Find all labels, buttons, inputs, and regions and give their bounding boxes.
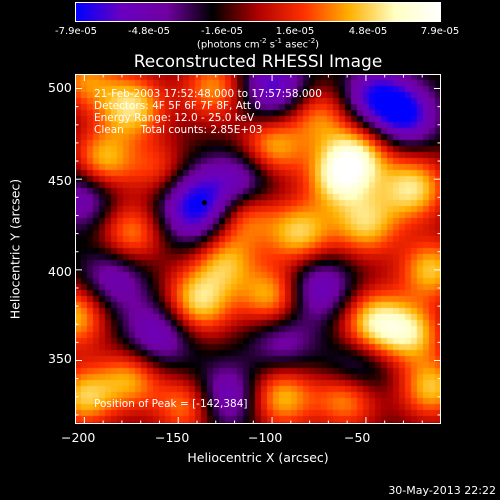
colorbar-tick-label: 7.9e-05 — [420, 26, 460, 37]
plot-axes — [75, 74, 441, 424]
x-tick-label: −100 — [248, 430, 283, 445]
x-tick-label: −50 — [344, 430, 371, 445]
peak-marker — [202, 200, 208, 206]
colorbar-tick-label: 1.6e-05 — [275, 26, 315, 37]
units-text: asec — [282, 39, 309, 51]
colorbar-tick-label: -7.9e-05 — [55, 26, 97, 37]
annotation-energy: Energy Range: 12.0 - 25.0 keV — [94, 112, 255, 124]
y-tick-label: 500 — [48, 80, 72, 95]
annotation-peak: Position of Peak = [-142,384] — [94, 398, 248, 410]
x-axis-label: Heliocentric X (arcsec) — [187, 450, 329, 465]
units-text: (photons cm — [196, 39, 260, 51]
y-tick-label: 350 — [48, 351, 72, 366]
colorbar-units: (photons cm-2 s-1 asec-2) — [197, 37, 319, 50]
rhessi-image-plot: 21-Feb-2003 17:52:48.000 to 17:57:58.000… — [75, 74, 441, 424]
x-tick-label: −200 — [61, 430, 96, 445]
units-text: s — [266, 39, 276, 51]
annotation-detectors: Detectors: 4F 5F 6F 7F 8F, Att 0 — [94, 100, 261, 112]
plot-datestamp: 30-May-2013 22:22 — [388, 484, 496, 497]
annotation-time: 21-Feb-2003 17:52:48.000 to 17:57:58.000 — [94, 88, 322, 100]
annotation-clean: Clean Total counts: 2.85E+03 — [94, 124, 263, 136]
colorbar-gradient — [76, 3, 440, 21]
units-exponent: -2 — [308, 37, 316, 45]
y-tick-label: 400 — [48, 264, 72, 279]
colorbar-tick-label: -1.6e-05 — [201, 26, 243, 37]
hxr-image — [75, 74, 441, 424]
y-tick-label: 450 — [48, 173, 72, 188]
colorbar-tick-label: -4.8e-05 — [128, 26, 170, 37]
colorbar — [75, 2, 441, 22]
y-axis-label: Heliocentric Y (arcsec) — [7, 178, 23, 320]
plot-frame — [75, 74, 441, 424]
image-title: Reconstructed RHESSI Image — [133, 52, 383, 72]
units-text: ) — [315, 39, 320, 51]
colorbar-tick-label: 4.8e-05 — [348, 26, 388, 37]
x-tick-label: −150 — [155, 430, 190, 445]
units-exponent: -1 — [275, 37, 283, 45]
units-exponent: -2 — [259, 37, 267, 45]
